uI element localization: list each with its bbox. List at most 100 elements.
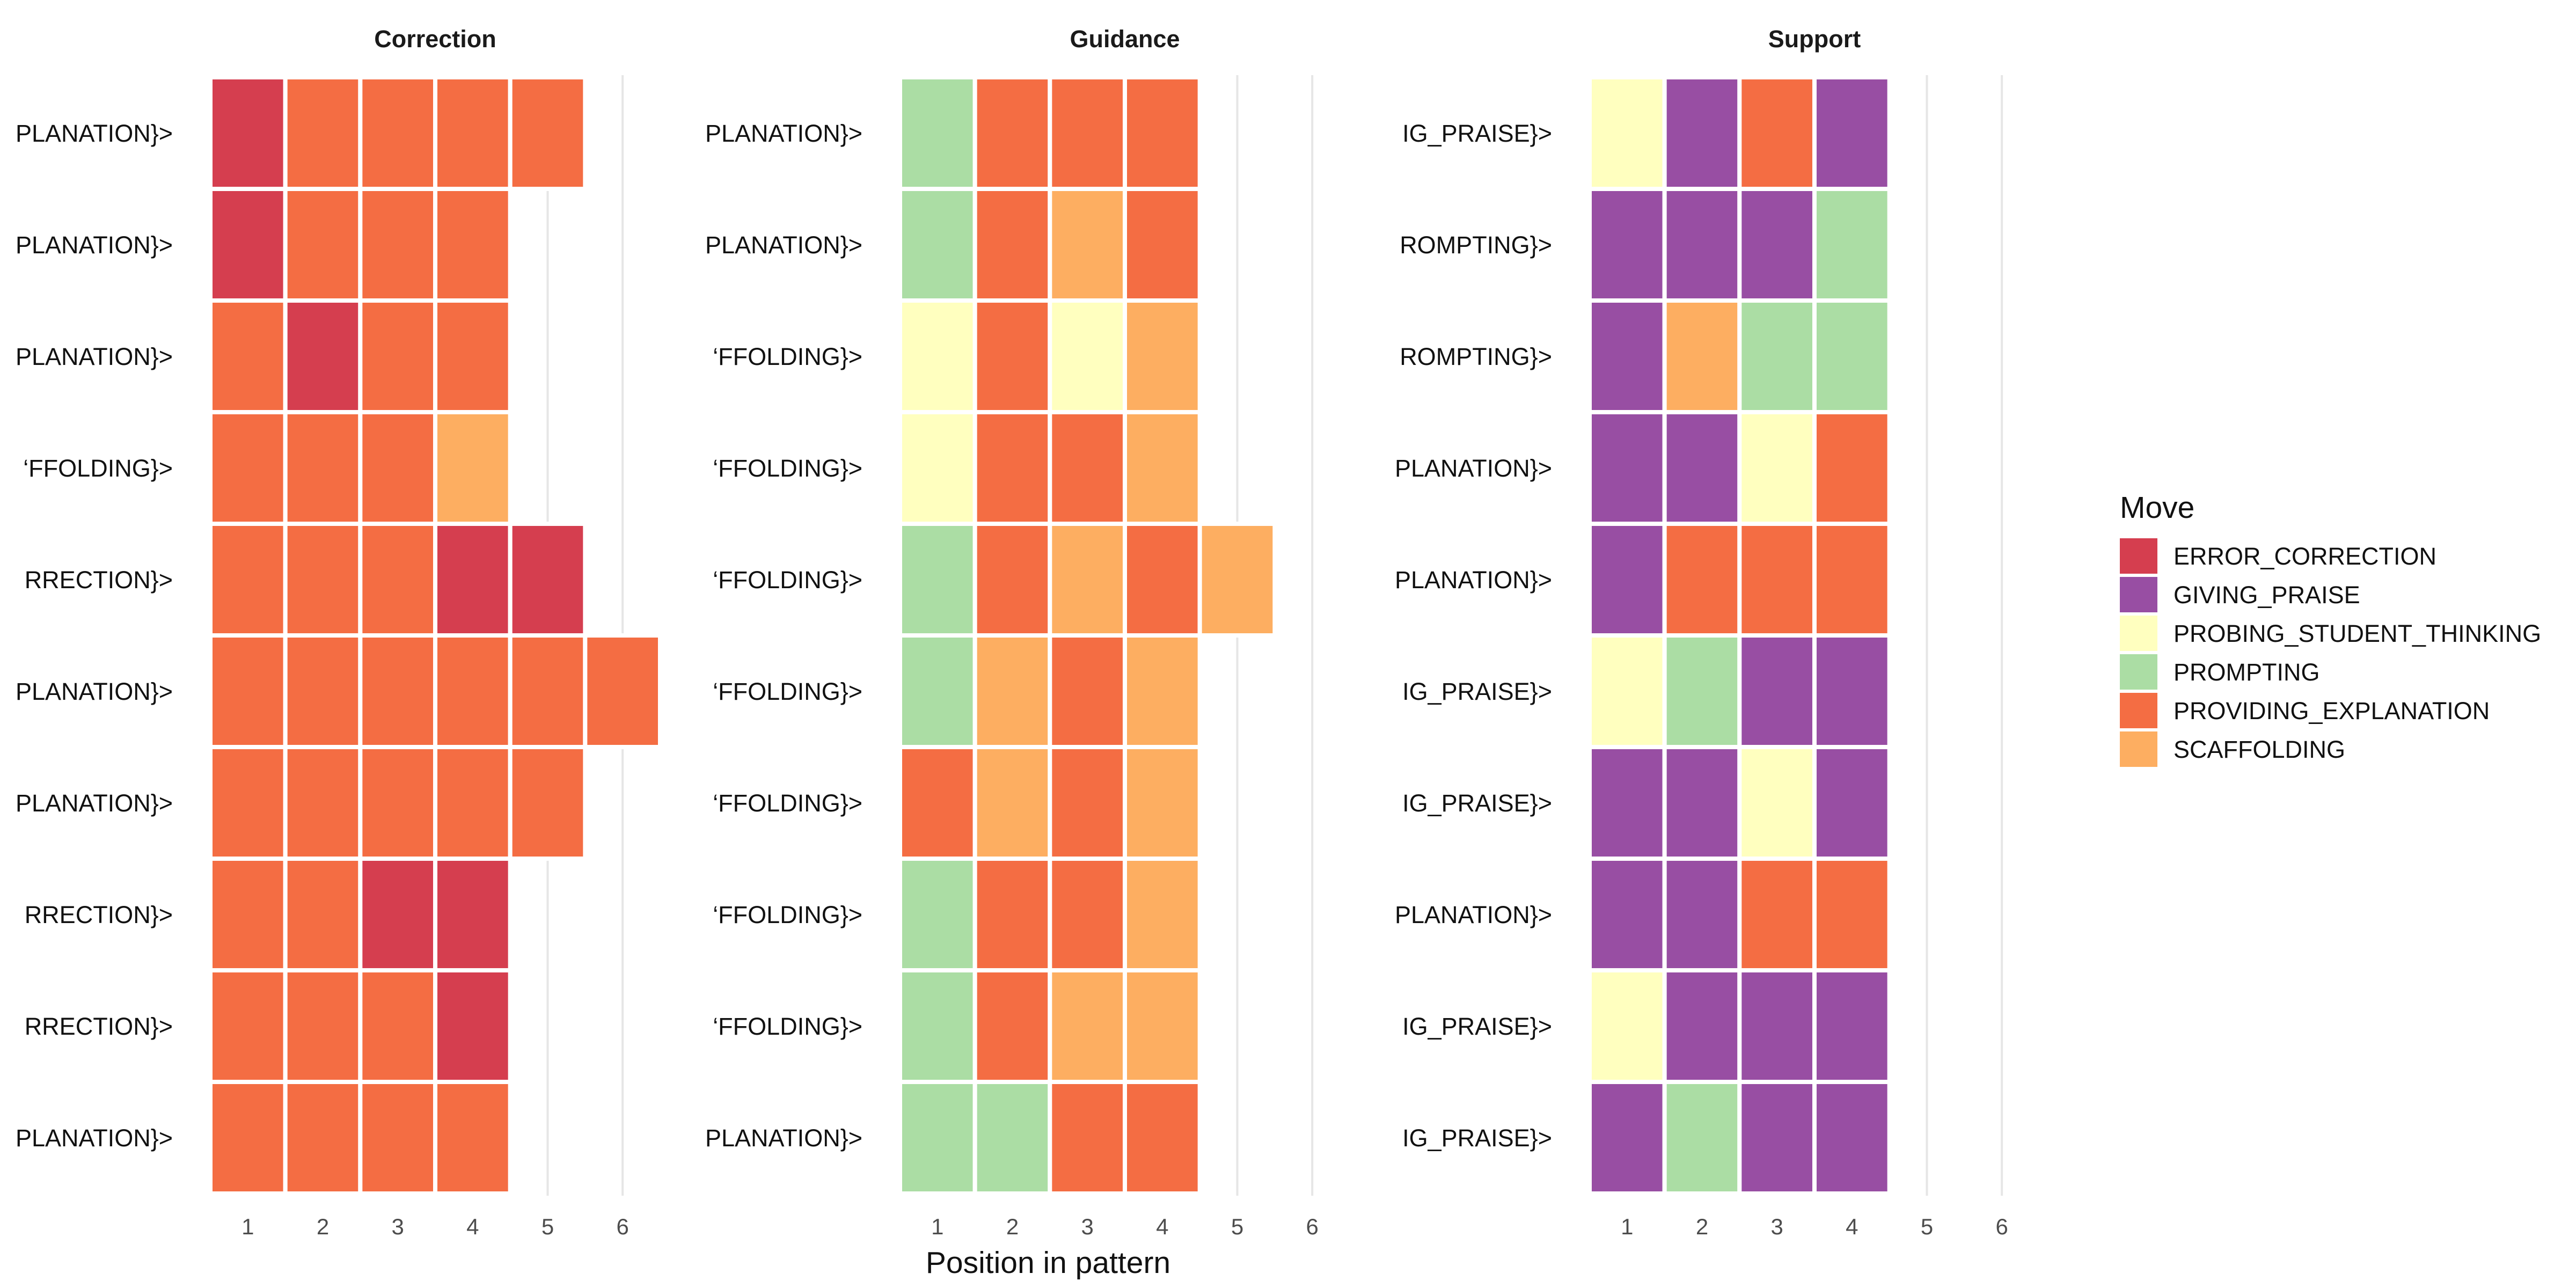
row-label: IG_PRAISE}> <box>1402 120 1552 147</box>
row-label: IG_PRAISE}> <box>1402 1013 1552 1040</box>
heatmap-tile <box>1587 410 1667 526</box>
panel-guidance: Guidance PLANATION}> PLANATION}> ‘FFOLDING}… <box>705 25 1319 1239</box>
legend-label: ERROR_CORRECTION <box>2174 543 2436 570</box>
x-tick-label: 1 <box>931 1214 943 1239</box>
row-label: ‘FFOLDING}> <box>713 789 862 817</box>
heatmap-tile <box>1812 1080 1892 1196</box>
x-axis-title: Position in pattern <box>926 1246 1170 1280</box>
x-tick-label: 6 <box>1306 1214 1318 1239</box>
heatmap-tile <box>1048 968 1128 1084</box>
heatmap-tile <box>508 633 588 749</box>
heatmap-tile <box>433 298 513 414</box>
heatmap-tile <box>1737 187 1817 303</box>
heatmap-tile <box>283 857 363 972</box>
legend: Move ERROR_CORRECTION GIVING_PRAISE PROBING… <box>2120 491 2541 767</box>
row-label: PLANATION}> <box>16 120 173 147</box>
heatmap-tile <box>1197 522 1277 638</box>
heatmap-tile <box>1812 298 1892 414</box>
heatmap-tile <box>898 187 977 303</box>
heatmap-tile <box>972 75 1052 191</box>
heatmap-tile <box>508 522 588 638</box>
heatmap-tile <box>1048 857 1128 972</box>
legend-swatch <box>2120 693 2157 728</box>
legend-item: ERROR_CORRECTION <box>2120 538 2436 574</box>
heatmap-tile <box>283 745 363 861</box>
heatmap-tile <box>1048 745 1128 861</box>
heatmap-tile <box>583 633 663 749</box>
x-tick-label: 3 <box>1770 1214 1783 1239</box>
heatmap-tile <box>508 745 588 861</box>
heatmap-tile <box>1737 522 1817 638</box>
row-label: IG_PRAISE}> <box>1402 678 1552 705</box>
heatmap-tile <box>1123 633 1202 749</box>
heatmap-tile <box>433 522 513 638</box>
row-label: RRECTION}> <box>25 1013 173 1040</box>
heatmap-tile <box>1123 410 1202 526</box>
legend-label: SCAFFOLDING <box>2174 736 2345 763</box>
heatmap-tile <box>1812 857 1892 972</box>
heatmap-tile <box>433 633 513 749</box>
heatmap-tile <box>1737 745 1817 861</box>
heatmap-tile <box>358 522 437 638</box>
heatmap-tile <box>1123 745 1202 861</box>
legend-swatch <box>2120 577 2157 612</box>
heatmap-tile <box>1662 522 1742 638</box>
x-tick-label: 4 <box>1156 1214 1168 1239</box>
panel-title: Correction <box>374 25 496 53</box>
heatmap-tile <box>1123 1080 1202 1196</box>
legend-label: PROVIDING_EXPLANATION <box>2174 697 2490 724</box>
heatmap-tile <box>208 298 288 414</box>
heatmap-tile <box>1737 857 1817 972</box>
heatmap-tile <box>1812 745 1892 861</box>
x-tick-label: 1 <box>241 1214 254 1239</box>
heatmap-tile <box>1812 410 1892 526</box>
x-tick-label: 2 <box>317 1214 329 1239</box>
row-label: PLANATION}> <box>16 231 173 259</box>
heatmap-tile <box>1123 298 1202 414</box>
heatmap-tile <box>1812 522 1892 638</box>
heatmap-tile <box>1048 298 1128 414</box>
row-label: PLANATION}> <box>1395 901 1552 928</box>
x-tick-label: 5 <box>541 1214 554 1239</box>
heatmap-tile <box>1662 75 1742 191</box>
heatmap-tile <box>1737 298 1817 414</box>
heatmap-tile <box>433 1080 513 1196</box>
x-tick-label: 2 <box>1006 1214 1019 1239</box>
row-label: PLANATION}> <box>1395 455 1552 482</box>
heatmap-tile <box>358 187 437 303</box>
heatmap-tile <box>358 968 437 1084</box>
heatmap-tile <box>433 857 513 972</box>
heatmap-tile <box>1737 410 1817 526</box>
legend-title: Move <box>2120 491 2194 525</box>
heatmap-tile <box>1662 857 1742 972</box>
heatmap-tile <box>1737 968 1817 1084</box>
heatmap-tile <box>283 633 363 749</box>
heatmap-tile <box>1662 1080 1742 1196</box>
heatmap-tile <box>283 298 363 414</box>
heatmap-tile <box>1587 633 1667 749</box>
legend-item: GIVING_PRAISE <box>2120 577 2360 612</box>
heatmap-tile <box>1662 968 1742 1084</box>
heatmap-tile <box>1812 187 1892 303</box>
heatmap-tile <box>898 1080 977 1196</box>
row-label: PLANATION}> <box>16 678 173 705</box>
heatmap-tile <box>972 298 1052 414</box>
heatmap-tile <box>358 298 437 414</box>
heatmap-tile <box>972 522 1052 638</box>
legend-item: PROMPTING <box>2120 654 2320 690</box>
heatmap-tile <box>1123 857 1202 972</box>
heatmap-tile <box>1587 857 1667 972</box>
heatmap-tile <box>358 75 437 191</box>
heatmap-tile <box>1048 187 1128 303</box>
heatmap-tile <box>898 968 977 1084</box>
x-tick-label: 4 <box>1846 1214 1858 1239</box>
heatmap-tile <box>1662 633 1742 749</box>
heatmap-tile <box>972 857 1052 972</box>
heatmap-tile <box>898 75 977 191</box>
x-tick-label: 6 <box>1995 1214 2008 1239</box>
legend-swatch <box>2120 654 2157 690</box>
heatmap-tile <box>208 410 288 526</box>
row-label: ‘FFOLDING}> <box>713 678 862 705</box>
legend-label: GIVING_PRAISE <box>2174 581 2360 609</box>
heatmap-tile <box>433 187 513 303</box>
